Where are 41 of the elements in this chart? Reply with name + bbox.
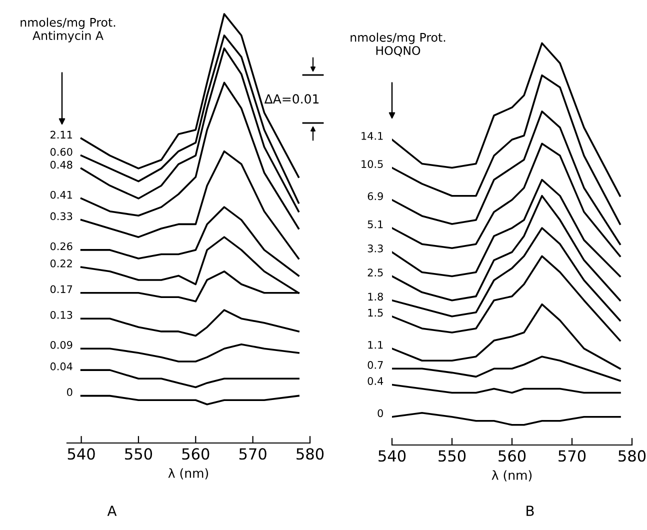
legend-title: nmoles/mg Prot. Antimycin A <box>20 18 116 42</box>
annotation: ΔA=0.01 <box>264 94 319 104</box>
x-tick-label: 560 <box>182 448 210 460</box>
x-tick-label: 560 <box>498 450 526 462</box>
series-label: 0.33 <box>50 212 72 220</box>
legend-label: 2.11 <box>50 130 72 139</box>
x-axis-title: λ (nm) <box>168 468 208 480</box>
x-tick-label: 550 <box>438 450 466 462</box>
x-tick-label: 540 <box>378 450 406 462</box>
series-label: 0.13 <box>50 310 72 319</box>
series-label: 6.9 <box>368 192 383 200</box>
series-label: 1.1 <box>368 341 383 349</box>
legend-title: nmoles/mg Prot. HOQNO <box>350 32 446 56</box>
series-label: 0.22 <box>50 259 72 268</box>
series-label: 0.60 <box>50 148 72 156</box>
x-tick-label: 550 <box>125 448 152 460</box>
series-label: 2.5 <box>368 268 383 276</box>
series-label: 14.1 <box>362 132 383 140</box>
series-label: 0 <box>67 388 72 396</box>
series-label: 0.09 <box>50 340 72 349</box>
series-label: 10.5 <box>362 160 383 168</box>
series-label: 1.8 <box>368 292 383 301</box>
series-label: 5.1 <box>368 220 383 228</box>
series-label: 3.3 <box>368 244 383 252</box>
x-tick-label: 570 <box>558 450 586 462</box>
series-label: 0 <box>378 409 383 418</box>
series-label: 0.04 <box>50 362 72 370</box>
text: A <box>107 506 117 516</box>
x-tick-label: 540 <box>68 448 95 460</box>
x-axis-title: λ (nm) <box>492 470 532 482</box>
x-tick-label: 580 <box>296 448 324 460</box>
series-label: 0.7 <box>368 361 383 369</box>
x-tick-label: 580 <box>618 450 646 462</box>
series-label: 0.41 <box>50 190 72 199</box>
text: B <box>526 506 534 516</box>
series-label: 0.17 <box>50 285 72 294</box>
series-label: 0.26 <box>50 242 72 250</box>
series-label: 0.48 <box>50 160 72 169</box>
series-label: 1.5 <box>368 308 383 317</box>
series-label: 0.4 <box>368 377 384 385</box>
x-tick-label: 570 <box>239 448 266 460</box>
